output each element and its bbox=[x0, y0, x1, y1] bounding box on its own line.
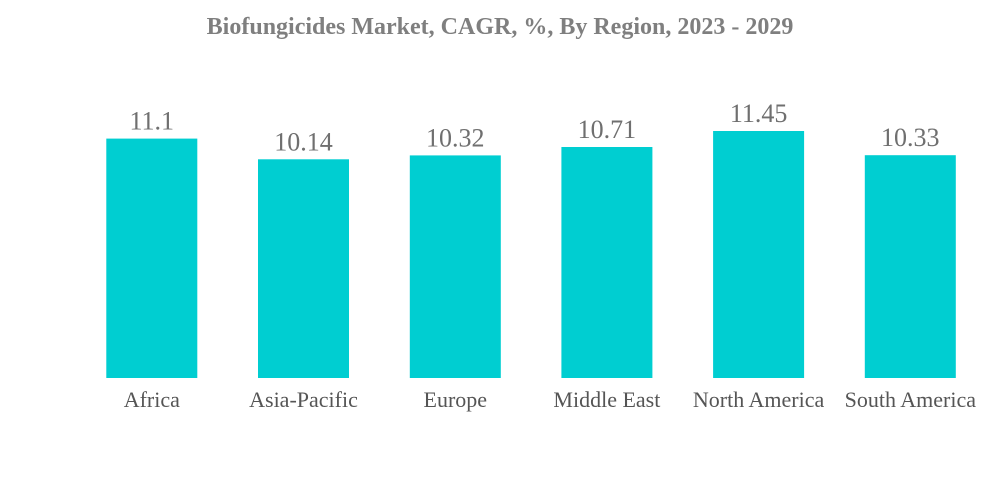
bar-europe bbox=[409, 155, 501, 378]
value-label-africa: 11.1 bbox=[130, 107, 175, 136]
value-label-south-america: 10.33 bbox=[881, 123, 940, 152]
bar-middle-east bbox=[561, 147, 653, 378]
tick-label-africa: Africa bbox=[124, 387, 180, 412]
value-label-north-america: 11.45 bbox=[730, 99, 788, 128]
bar-asia-pacific bbox=[258, 159, 349, 378]
value-label-europe: 10.32 bbox=[426, 123, 485, 152]
bars-layer bbox=[106, 131, 956, 378]
tick-label-north-america: North America bbox=[693, 387, 825, 412]
value-label-middle-east: 10.71 bbox=[578, 115, 637, 144]
tick-label-asia-pacific: Asia-Pacific bbox=[249, 387, 358, 412]
chart-title: Biofungicides Market, CAGR, %, By Region… bbox=[206, 14, 794, 40]
bar-africa bbox=[106, 138, 198, 378]
bar-south-america bbox=[864, 155, 956, 378]
value-labels-layer: 11.1 10.14 10.32 10.71 11.45 10.33 bbox=[130, 99, 940, 156]
bar-north-america bbox=[713, 131, 805, 378]
value-label-asia-pacific: 10.14 bbox=[274, 127, 333, 156]
tick-label-europe: Europe bbox=[424, 387, 488, 412]
tick-label-south-america: South America bbox=[845, 387, 977, 412]
tick-labels-layer: Africa Asia-Pacific Europe Middle East North… bbox=[124, 387, 977, 412]
tick-label-middle-east: Middle East bbox=[553, 387, 660, 412]
